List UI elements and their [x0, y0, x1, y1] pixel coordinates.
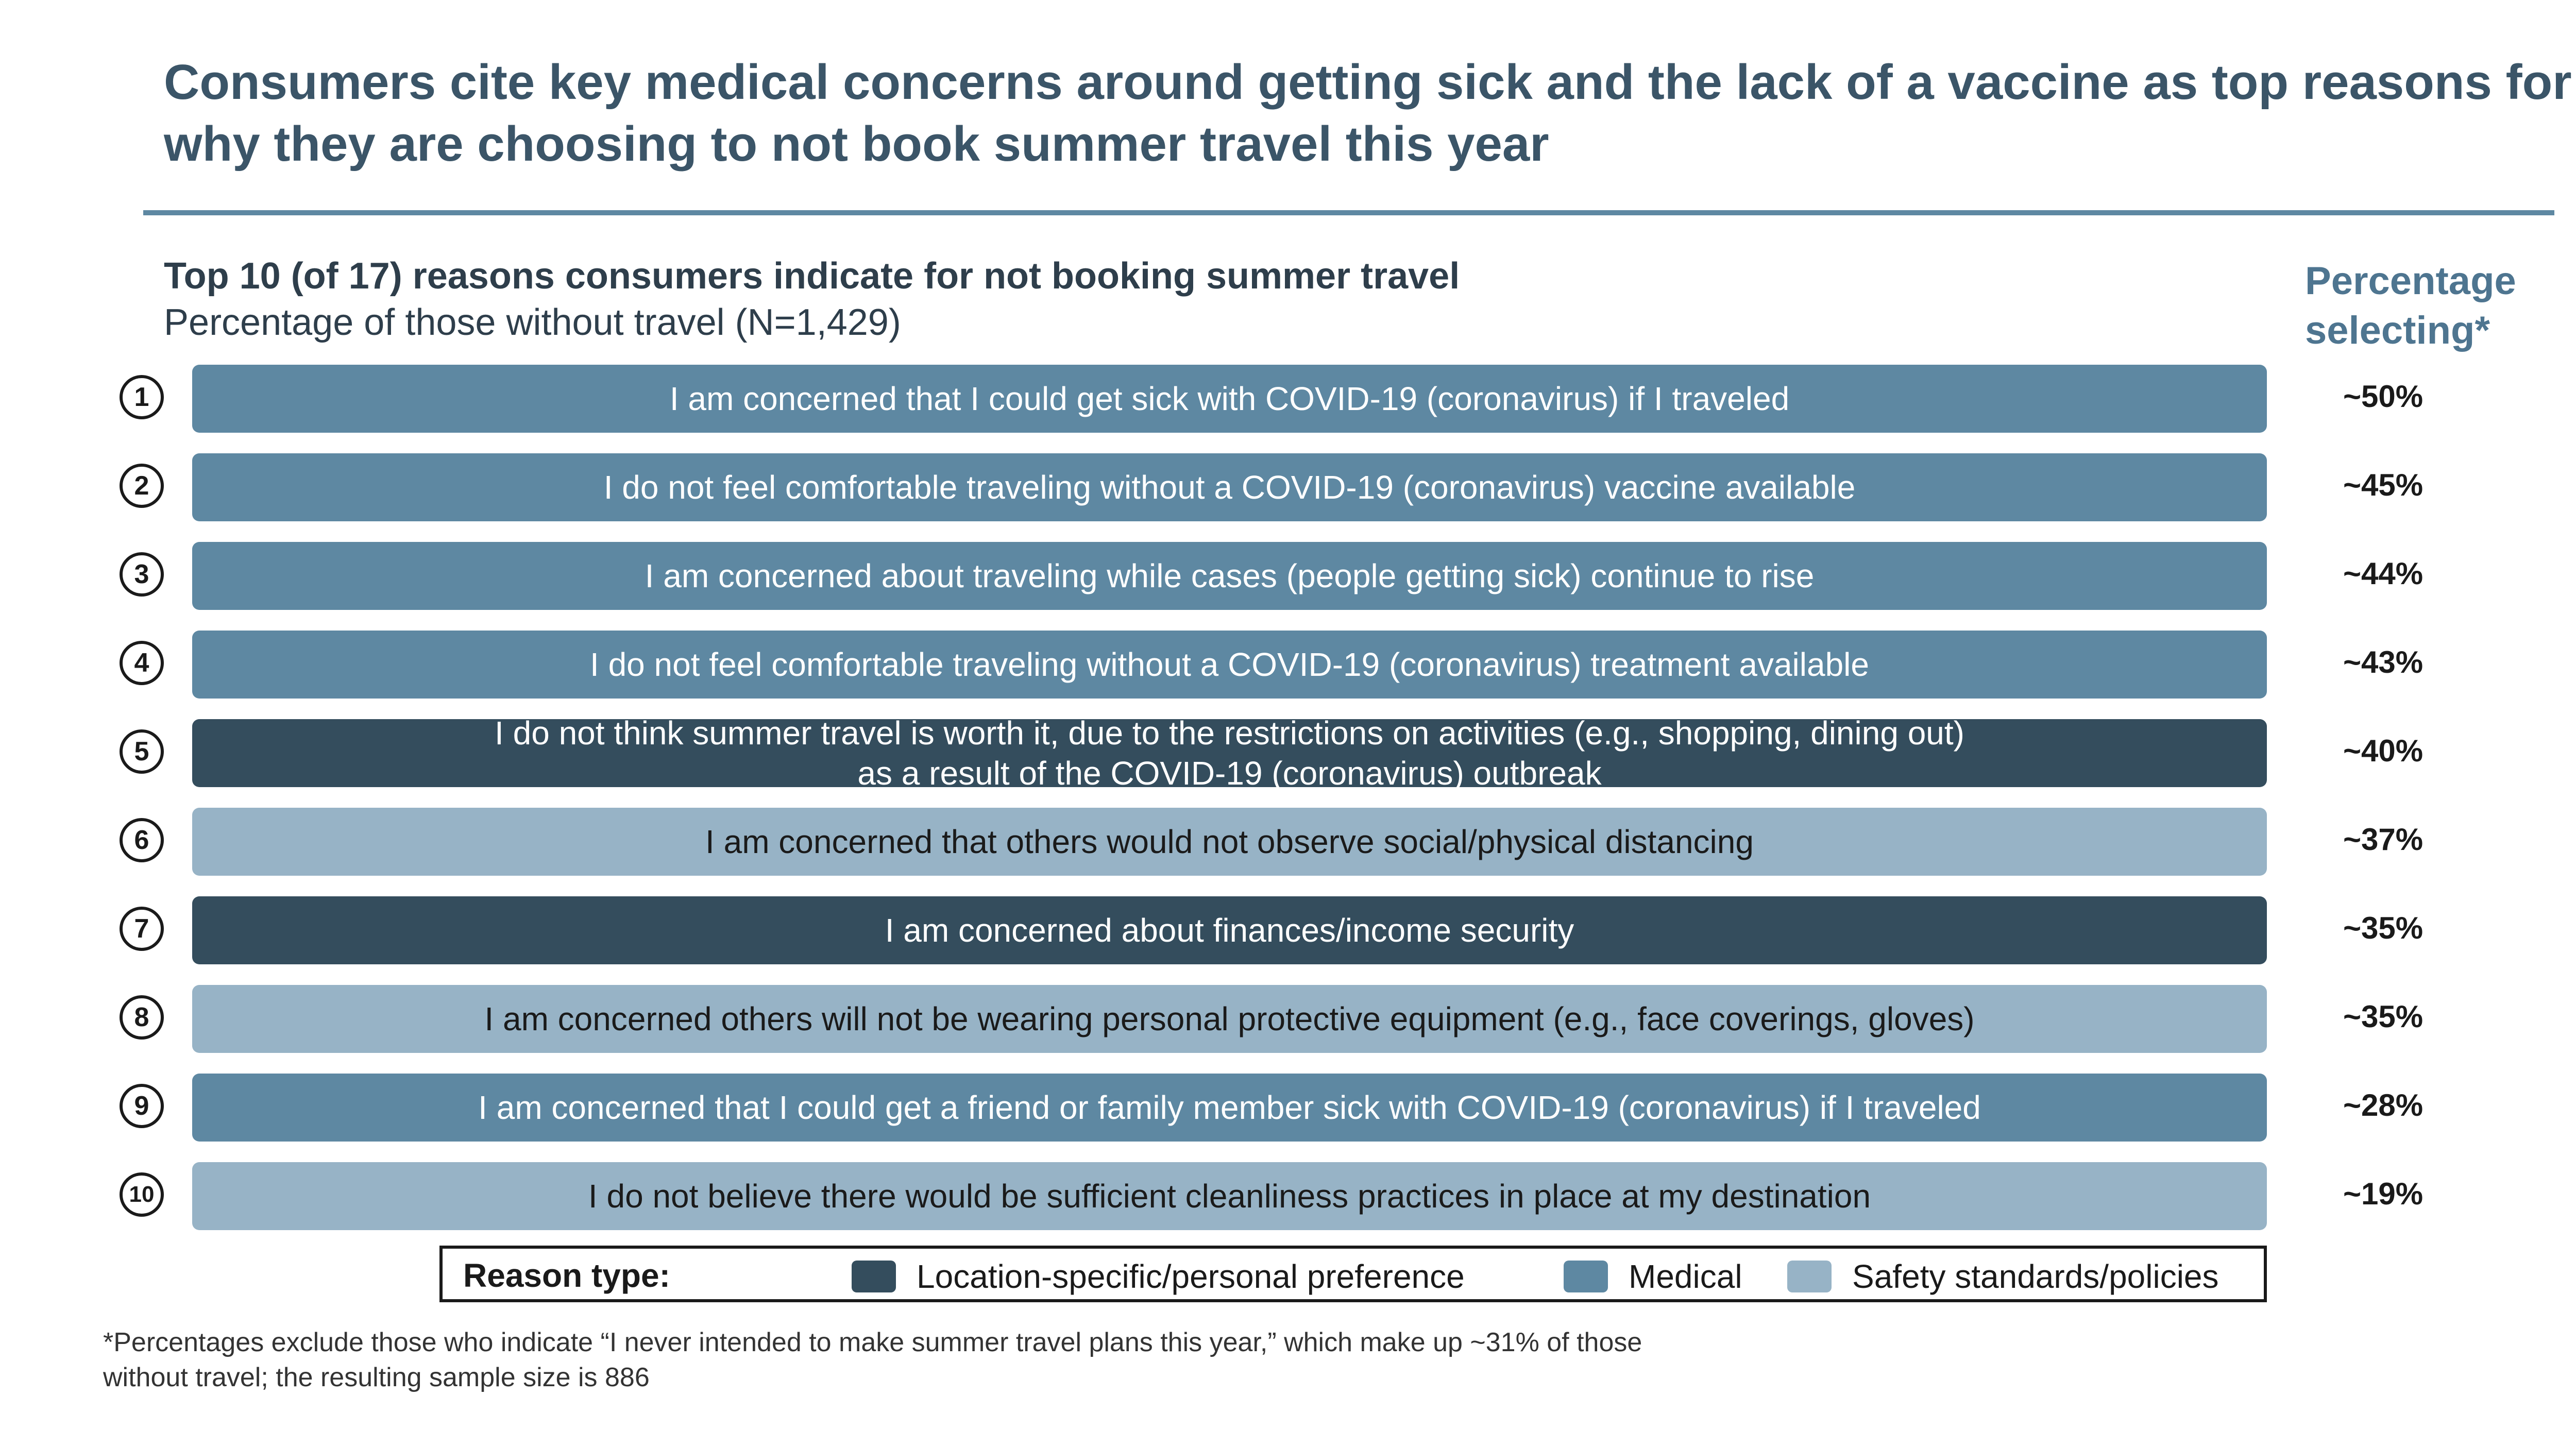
legend-item-safety: Safety standards/policies — [1787, 1258, 2219, 1295]
percentage-value: ~37% — [2343, 822, 2424, 857]
rank-badge: 1 — [120, 375, 164, 419]
reason-row: 1 I am concerned that I could get sick wi… — [0, 365, 2576, 433]
reason-bar-safety: I am concerned others will not be wearin… — [192, 985, 2267, 1053]
rank-badge: 6 — [120, 818, 164, 862]
reason-bar-location: I do not think summer travel is worth it… — [192, 714, 2267, 792]
reason-row: 2 I do not feel comfortable traveling wit… — [0, 453, 2576, 521]
reason-bar-medical: I am concerned that I could get a friend… — [192, 1074, 2267, 1142]
footnote-line2: without travel; the resulting sample siz… — [103, 1363, 650, 1392]
percentage-value: ~28% — [2343, 1088, 2424, 1122]
percentage-value: ~35% — [2343, 999, 2424, 1034]
percentage-column-header: Percentage selecting* — [2305, 257, 2576, 355]
legend-swatch-medical — [1564, 1261, 1608, 1292]
reason-bar-safety: I do not believe there would be sufficie… — [192, 1162, 2267, 1230]
reason-row: 9 I am concerned that I could get a frien… — [0, 1074, 2576, 1142]
legend-swatch-location — [852, 1261, 896, 1292]
reason-label: I am concerned about traveling while cas… — [645, 557, 1815, 594]
percentage-value: ~50% — [2343, 379, 2424, 414]
reason-row: 4 I do not feel comfortable traveling wit… — [0, 631, 2576, 699]
legend-item-medical: Medical — [1564, 1258, 1742, 1295]
legend-label-location: Location-specific/personal preference — [917, 1258, 1465, 1295]
reason-label: I do not believe there would be sufficie… — [588, 1178, 1871, 1215]
legend-label-medical: Medical — [1629, 1258, 1742, 1295]
rank-badge: 7 — [120, 907, 164, 951]
reason-bar-medical: I am concerned about traveling while cas… — [192, 542, 2267, 610]
reason-label-line2: as a result of the COVID-19 (coronavirus… — [857, 755, 1602, 792]
legend-item-location: Location-specific/personal preference — [852, 1258, 1465, 1295]
reason-row: 5 I do not think summer travel is worth i… — [0, 714, 2576, 792]
rank-badge: 8 — [120, 995, 164, 1040]
legend-swatch-safety — [1787, 1261, 1832, 1292]
reason-bar-medical: I do not feel comfortable traveling with… — [192, 453, 2267, 521]
reason-label: I am concerned others will not be wearin… — [484, 1000, 1975, 1037]
rank-badge: 9 — [120, 1084, 164, 1128]
rank-badge: 2 — [120, 464, 164, 508]
footnote: *Percentages exclude those who indicate … — [103, 1325, 1855, 1395]
reason-label: I am concerned that I could get a friend… — [478, 1089, 1981, 1126]
percentage-value: ~43% — [2343, 645, 2424, 679]
percentage-header-line1: Percentage — [2305, 259, 2516, 303]
reason-label: I am concerned about finances/income sec… — [885, 912, 1574, 949]
reason-bar-medical: I am concerned that I could get sick wit… — [192, 365, 2267, 433]
reason-bar-medical: I do not feel comfortable traveling with… — [192, 631, 2267, 699]
reason-row: 3 I am concerned about traveling while ca… — [0, 542, 2576, 610]
chart-subtitle-sample: Percentage of those without travel (N=1,… — [164, 302, 901, 343]
reason-label: I am concerned that others would not obs… — [705, 823, 1754, 860]
reason-row: 7 I am concerned about finances/income se… — [0, 896, 2576, 964]
reason-label: I am concerned that I could get sick wit… — [669, 380, 1790, 417]
footnote-line1: *Percentages exclude those who indicate … — [103, 1327, 1642, 1357]
reason-bar-location: I am concerned about finances/income sec… — [192, 896, 2267, 964]
percentage-header-line2: selecting* — [2305, 309, 2490, 352]
legend-label-safety: Safety standards/policies — [1852, 1258, 2219, 1295]
page-title: Consumers cite key medical concerns arou… — [164, 55, 2572, 172]
percentage-value: ~19% — [2343, 1177, 2424, 1211]
percentage-value: ~40% — [2343, 734, 2424, 768]
rank-badge: 5 — [120, 729, 164, 774]
reason-label: I do not think summer travel is worth it… — [495, 714, 1964, 752]
reason-row: 8 I am concerned others will not be weari… — [0, 985, 2576, 1053]
percentage-value: ~35% — [2343, 911, 2424, 945]
legend: Reason type: Location-specific/personal … — [439, 1246, 2267, 1302]
chart-subtitle: Top 10 (of 17) reasons consumers indicat… — [164, 256, 1460, 297]
reason-label: I do not feel comfortable traveling with… — [603, 469, 1856, 506]
reason-row: 6 I am concerned that others would not ob… — [0, 808, 2576, 876]
reason-row: 10 I do not believe there would be suffic… — [0, 1162, 2576, 1230]
rank-badge: 4 — [120, 641, 164, 685]
reason-label: I do not feel comfortable traveling with… — [590, 646, 1869, 683]
reason-bar-safety: I am concerned that others would not obs… — [192, 808, 2267, 876]
percentage-value: ~45% — [2343, 468, 2424, 502]
rank-badge: 3 — [120, 552, 164, 597]
legend-title: Reason type: — [463, 1257, 670, 1294]
rank-badge: 10 — [120, 1172, 164, 1217]
percentage-value: ~44% — [2343, 556, 2424, 591]
title-divider — [143, 210, 2554, 215]
